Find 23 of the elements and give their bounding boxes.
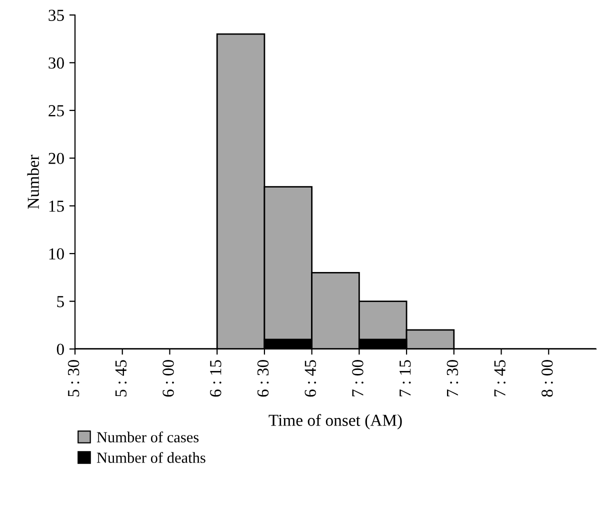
x-tick-label: 7 : 45: [494, 360, 506, 396]
y-tick-label: 20: [48, 152, 64, 164]
x-tick-label: 5 : 45: [115, 360, 127, 396]
x-tick-label: 6 : 45: [304, 360, 316, 397]
x-tick-label: 5 : 30: [68, 360, 80, 396]
x-tick-label: 7 : 15: [400, 360, 411, 396]
y-tick-label: 25: [48, 105, 64, 116]
x-axis-title: Time of onset (AM): [268, 414, 402, 430]
x-tick-label: 6 : 30: [257, 360, 269, 397]
x-tick-label: 7 : 30: [446, 360, 458, 396]
y-tick-label: 15: [49, 200, 64, 212]
y-tick-label: 5: [57, 296, 64, 308]
y-tick-label: 30: [48, 57, 64, 69]
y-tick-label: 35: [48, 10, 64, 21]
legend-label: Number of cases: [96, 432, 199, 442]
x-tick-label: 6 : 00: [162, 360, 174, 397]
x-tick-label: 8 : 00: [542, 360, 553, 397]
y-axis-title: Number: [27, 154, 39, 209]
x-tick-label: 6 : 15: [210, 360, 222, 397]
x-tick-label: 7 : 00: [352, 360, 364, 396]
y-tick-label: 10: [49, 248, 64, 260]
legend-label: Number of deaths: [96, 452, 206, 463]
y-tick-label: 0: [56, 344, 64, 355]
